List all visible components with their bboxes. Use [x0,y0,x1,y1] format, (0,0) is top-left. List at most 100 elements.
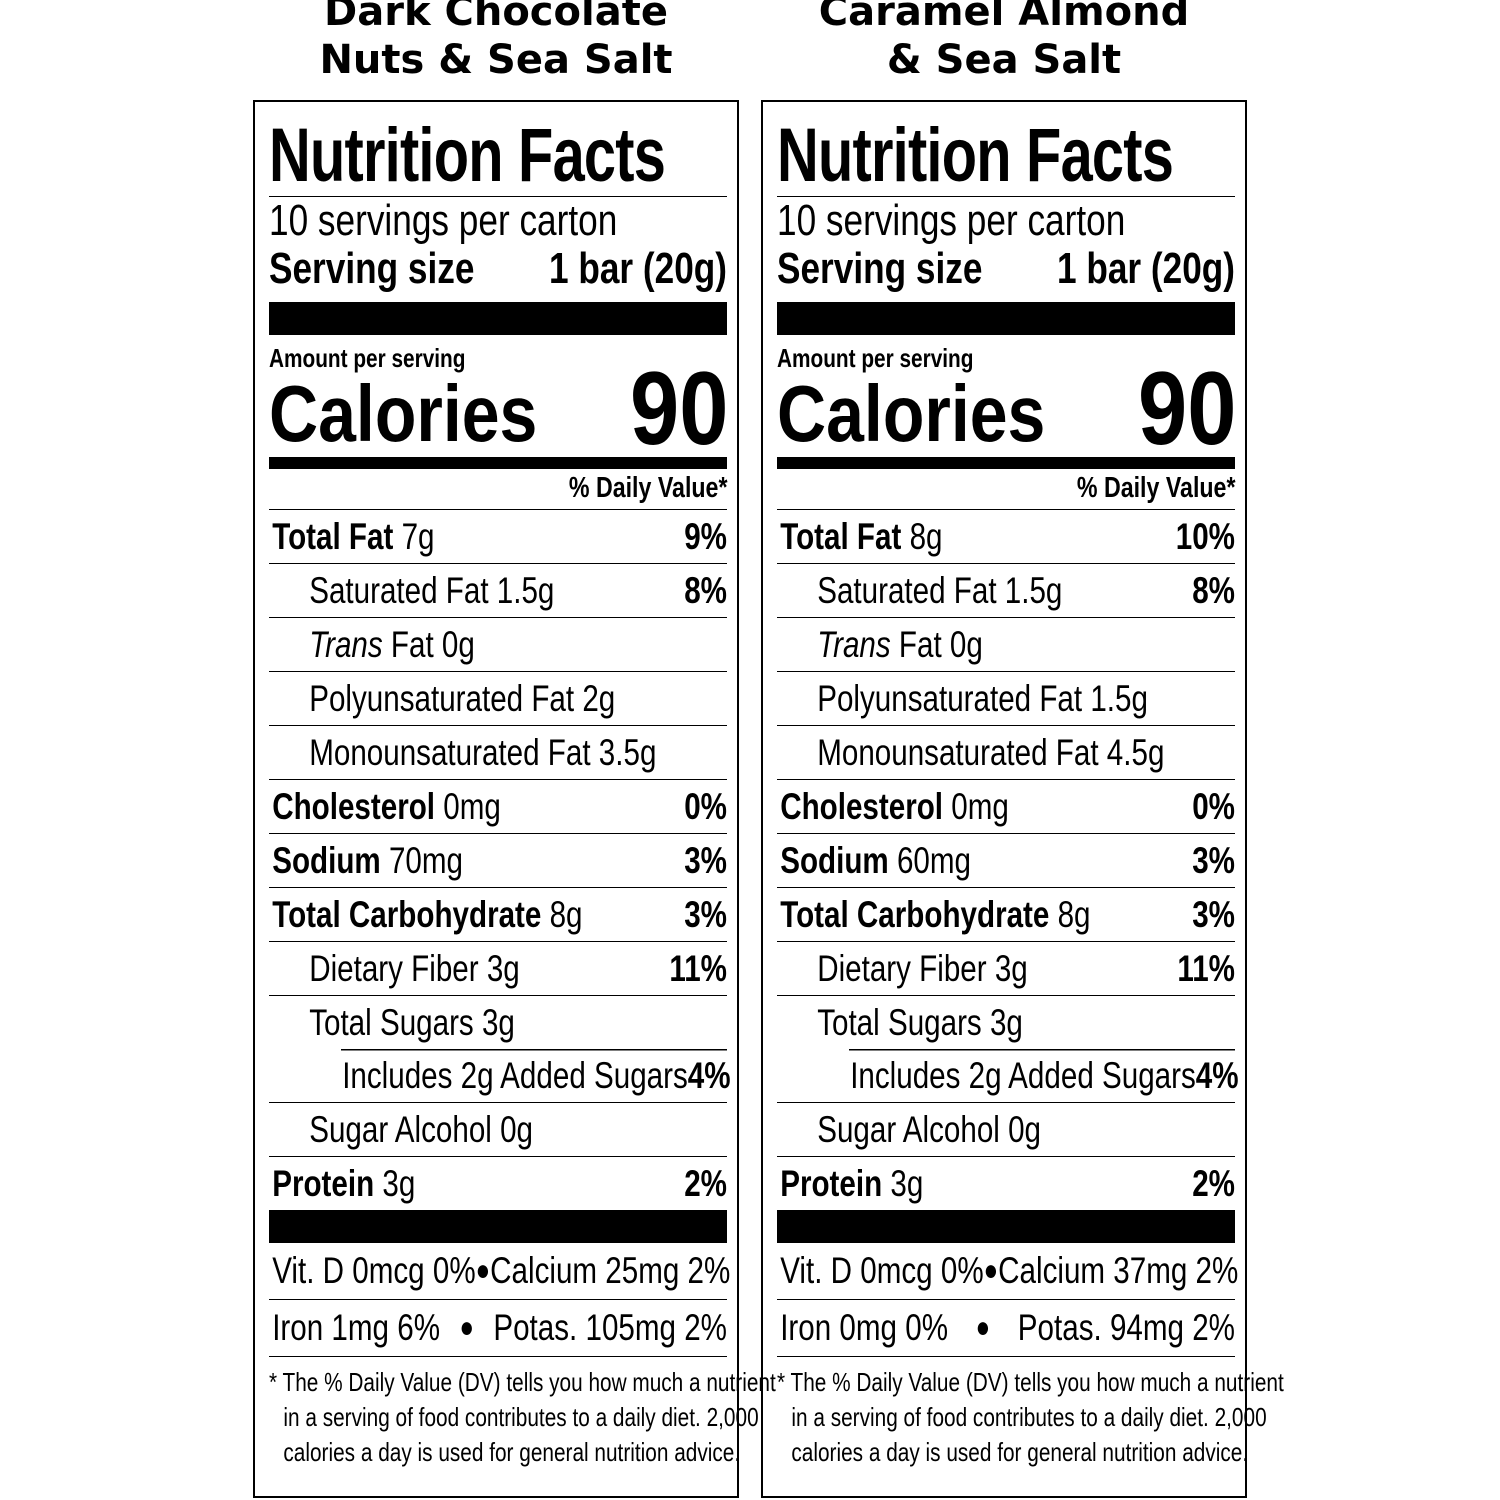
nutrient-row: Total Sugars 3g [777,995,1235,1049]
vitamin-line: Vit. D 0mcg 0% ● Calcium 25mg 2% [269,1243,730,1299]
nutrient-row: Protein 3g 2% [269,1156,727,1210]
serving-size-line: Serving size 1 bar (20g) [777,245,1235,293]
nutrient-label: Cholesterol [780,786,944,827]
product-title-line: Nuts & Sea Salt [319,37,673,83]
medium-divider [269,457,727,469]
nutrient-line: Total Sugars 3g [269,996,727,1049]
nutrient-label: Total Fat [780,516,902,557]
nutrient-line: Polyunsaturated Fat 1.5g [777,672,1235,725]
nutrient-daily-value: 9% [684,516,727,557]
footnote-text: * The % Daily Value (DV) tells you how m… [777,1365,1284,1470]
product-title-line: & Sea Salt [886,37,1122,83]
daily-value-text: % Daily Value* [1076,472,1235,504]
nutrient-label: Includes 2g Added Sugars [850,1055,1196,1096]
nutrient-name: Sugar Alcohol 0g [777,1103,1041,1156]
nutrient-line: Saturated Fat 1.5g 8% [269,564,727,617]
nutrient-line: Total Sugars 3g [777,996,1235,1049]
nutrient-name: Dietary Fiber 3g [269,942,520,995]
nutrient-amount: 8g [1057,894,1091,935]
nutrient-row: Trans Fat 0g [269,617,727,671]
nutrient-name: Monounsaturated Fat 3.5g [269,726,656,779]
nutrition-facts-heading: Nutrition Facts [777,113,1174,198]
nutrient-row: Sugar Alcohol 0g [777,1102,1235,1156]
nutrient-row: Dietary Fiber 3g 11% [269,941,727,995]
nutrient-daily-value: 3% [684,894,727,935]
nutrient-row: Monounsaturated Fat 4.5g [777,725,1235,779]
serving-size-line: Serving size 1 bar (20g) [269,245,727,293]
bullet-icon: ● [475,1254,491,1287]
footnote: * The % Daily Value (DV) tells you how m… [269,1365,776,1470]
nutrient-row: Saturated Fat 1.5g 8% [269,563,727,617]
nutrient-label: Includes 2g Added Sugars [342,1055,688,1096]
nutrient-daily-value: 2% [684,1163,727,1204]
panel-content: Nutrition Facts 10 servings per carton Ser… [777,102,1284,1470]
nutrient-name: Sodium 70mg [269,834,463,887]
nutrient-line: Dietary Fiber 3g 11% [269,942,727,995]
product-title-line: Dark Chocolate [324,0,668,35]
nutrient-name: Dietary Fiber 3g [777,942,1028,995]
nutrient-daily-value: 4% [687,1055,731,1096]
nutrient-row: Total Sugars 3g [269,995,727,1049]
nutrient-daily-value: 4% [1195,1055,1239,1096]
bullet-icon: ● [975,1311,991,1344]
nutrient-row: Protein 3g 2% [777,1156,1235,1210]
nutrient-amount: 7g [401,516,435,557]
calories-line: Calories 90 [269,357,728,461]
nutrient-label: Fat [898,624,942,665]
amount-per-serving: Amount per serving [777,343,1235,373]
nutrient-amount: 0g [441,624,475,665]
serving-size: Serving size 1 bar (20g) [777,245,1235,297]
nutrition-facts-heading: Nutrition Facts [269,113,666,198]
nutrient-daily-value: 3% [684,840,727,881]
nutrient-label: Fat [390,624,434,665]
nutrient-row: Polyunsaturated Fat 2g [269,671,727,725]
nutrient-row: Total Fat 7g 9% [269,510,727,563]
footnote-line: calories a day is used for general nutri… [283,1437,741,1467]
nutrient-line: Total Carbohydrate 8g 3% [777,888,1235,941]
amount-text: Amount per serving [269,343,466,373]
daily-value-text: % Daily Value* [568,472,727,504]
product-title-line: Caramel Almond [818,0,1190,35]
vitamin-row: Iron 1mg 6% ● Potas. 105mg 2% [269,1300,727,1357]
nutrient-amount: 8g [909,516,943,557]
nutrient-name: Includes 2g Added Sugars [777,1049,1196,1102]
nutrient-line: Includes 2g Added Sugars 4% [777,1049,1238,1102]
nutrient-label: Sodium [272,840,381,881]
nutrient-daily-value: 0% [1192,786,1235,827]
nutrient-amount: 4.5g [1106,732,1165,773]
nutrient-amount: 3g [486,948,520,989]
divider [777,196,1235,197]
calories-value: 90 [1138,351,1237,467]
nutrient-label: Sugar Alcohol [309,1109,492,1150]
nutrient-name: Includes 2g Added Sugars [269,1049,688,1102]
nutrient-daily-value: 8% [1192,570,1235,611]
nutrient-label: Total Carbohydrate [780,894,1050,935]
nutrient-line: Saturated Fat 1.5g 8% [777,564,1235,617]
nutrient-line: Dietary Fiber 3g 11% [777,942,1235,995]
nutrient-row: Sugar Alcohol 0g [269,1102,727,1156]
nutrient-label: Saturated Fat [817,570,997,611]
nutrient-amount: 3g [994,948,1028,989]
bullet-icon: ● [459,1311,474,1344]
vitamin-item: Vit. D 0mcg 0% [272,1250,476,1291]
nutrient-row: Cholesterol 0mg 0% [269,779,727,833]
serving-size-value: 1 bar (20g) [548,244,727,293]
nutrient-amount: 0g [1008,1109,1042,1150]
nutrient-amount: 1.5g [1004,570,1063,611]
nutrient-daily-value: 8% [684,570,727,611]
nutrient-name: Cholesterol 0mg [777,780,1009,833]
thick-divider [777,302,1235,335]
nutrient-amount: 60mg [896,840,972,881]
nutrient-line: Protein 3g 2% [777,1157,1235,1210]
nutrient-row: Sodium 70mg 3% [269,833,727,887]
panel-content: Nutrition Facts 10 servings per carton Ser… [269,102,776,1470]
servings-text: 10 servings per carton [777,196,1126,245]
nutrient-line: Trans Fat 0g [777,618,1235,671]
nutrient-row: Sodium 60mg 3% [777,833,1235,887]
calories-line: Calories 90 [777,357,1236,461]
nutrient-amount: 1.5g [496,570,555,611]
nutrient-label: Total Fat [272,516,394,557]
nutrient-amount: 3g [890,1163,924,1204]
nutrient-daily-value: 3% [1192,894,1235,935]
calories-row: Calories 90 [777,357,1236,461]
